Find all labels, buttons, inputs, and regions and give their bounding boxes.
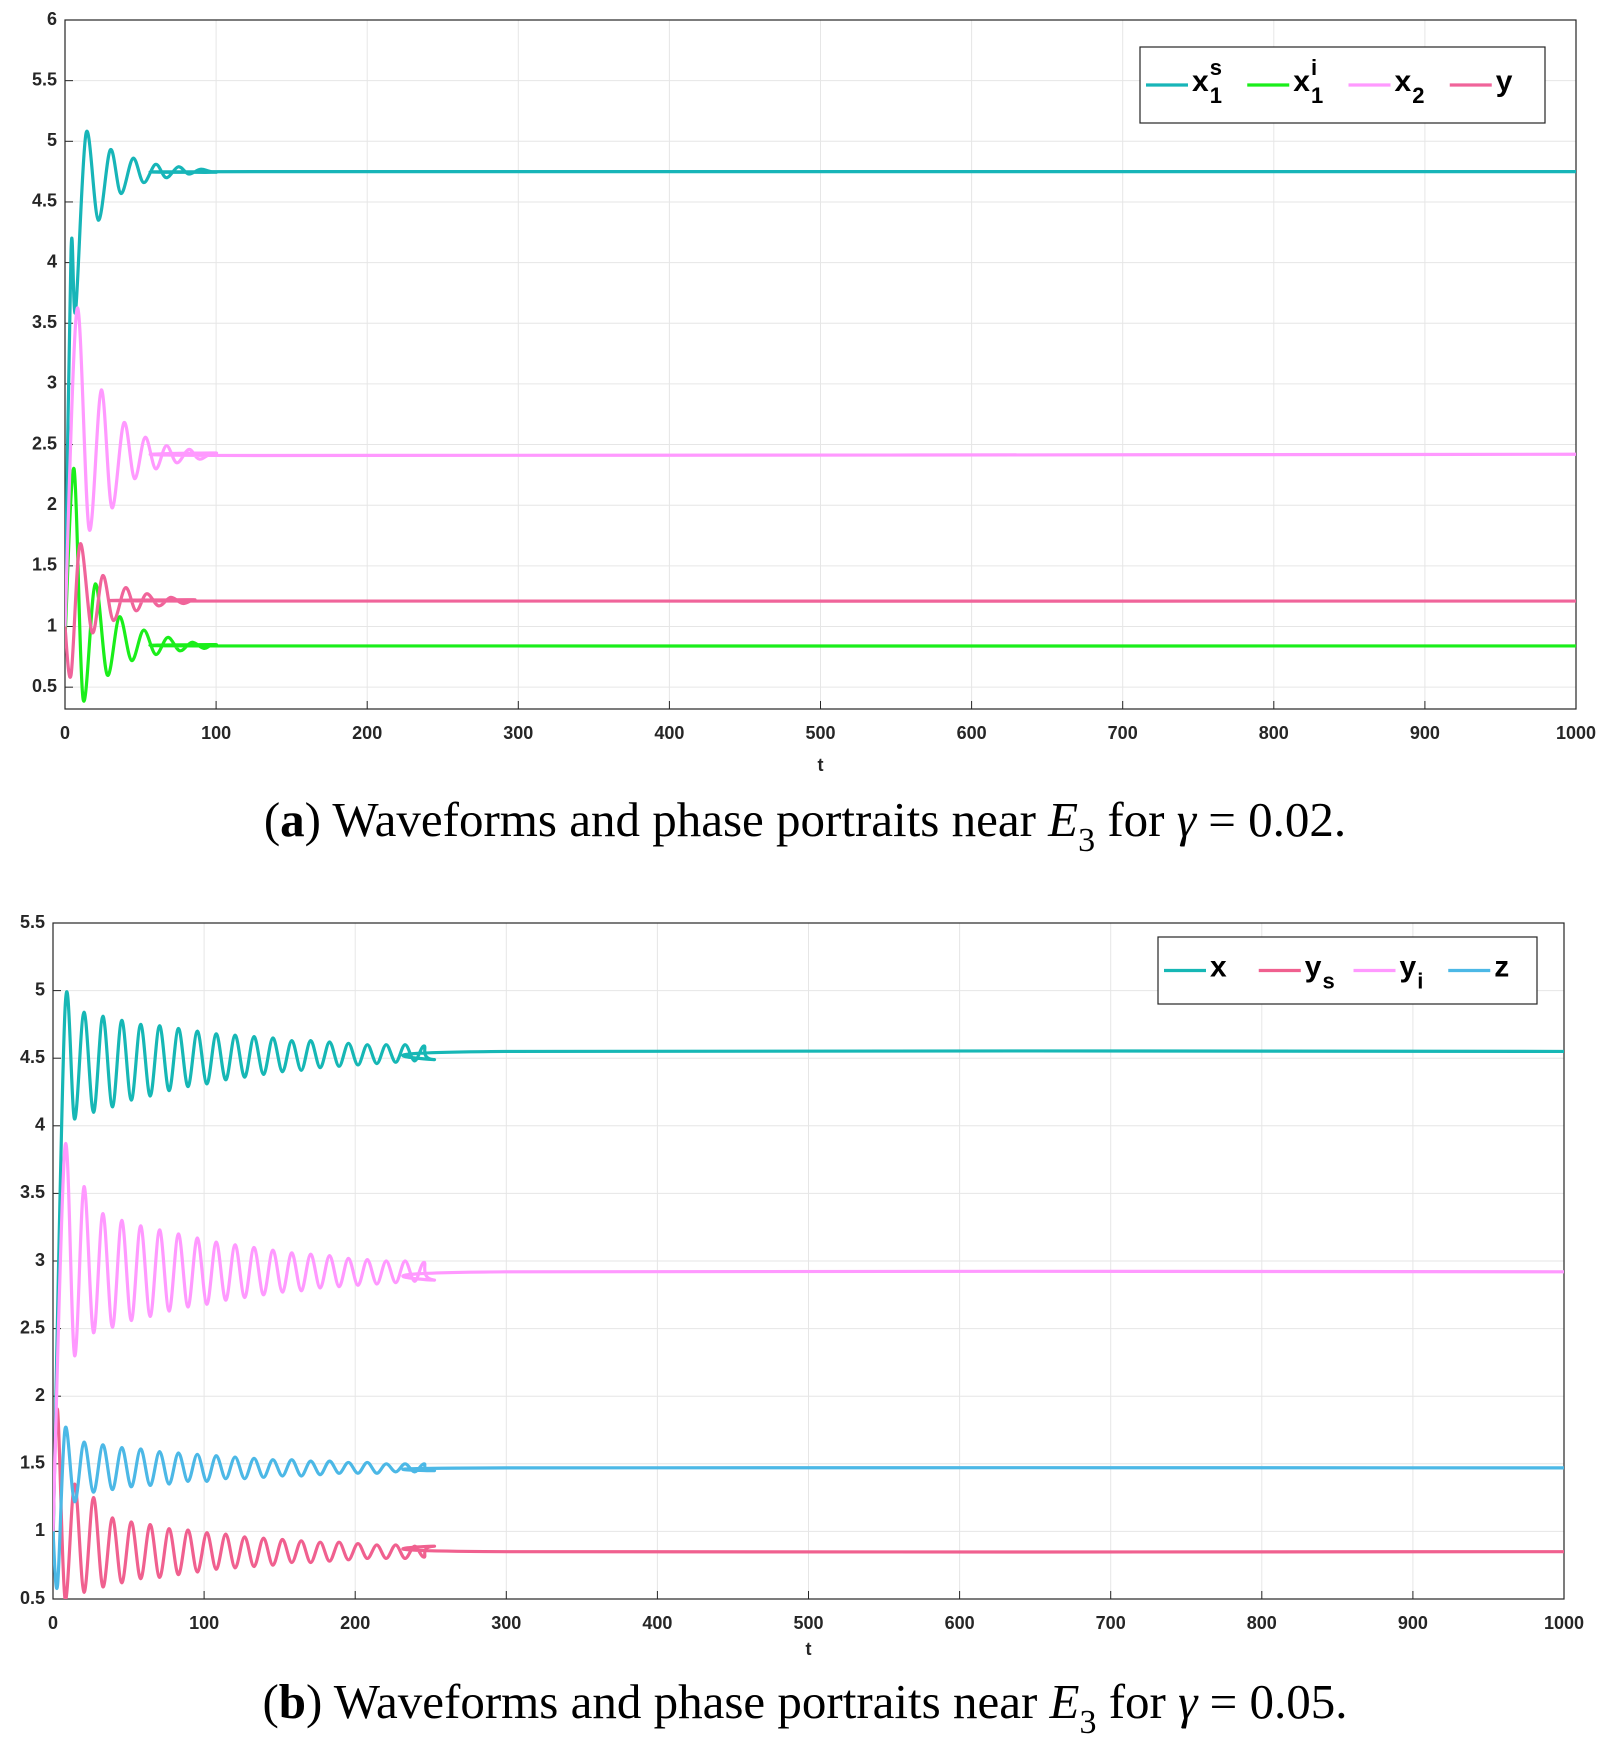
x-tick-label: 700 <box>1108 723 1138 743</box>
x-axis-label: t <box>818 755 824 775</box>
data-line <box>53 1425 1564 1590</box>
x-tick-label: 200 <box>352 723 382 743</box>
caption-part: E <box>1047 792 1078 847</box>
y-tick-label: 5.5 <box>32 69 57 89</box>
y-tick-label: 2 <box>35 1385 45 1405</box>
caption-part: for <box>1096 1674 1178 1729</box>
caption-part: γ <box>1177 792 1198 847</box>
caption-part: a <box>280 792 305 847</box>
plot-frame <box>52 922 1565 1600</box>
data-line <box>53 1141 1564 1532</box>
y-tick-label: 1 <box>47 615 57 635</box>
x-tick-label: 500 <box>793 1613 823 1633</box>
legend-label-sub: s <box>1322 968 1334 993</box>
caption-part: 3 <box>1079 1704 1096 1741</box>
x-tick-label: 300 <box>503 723 533 743</box>
caption-part: b <box>279 1674 306 1729</box>
legend-label: z <box>1494 950 1509 983</box>
x-tick-label: 300 <box>491 1613 521 1633</box>
x-tick-label: 0 <box>60 723 70 743</box>
x-tick-label: 1000 <box>1556 723 1596 743</box>
legend-label-sup: i <box>1311 55 1317 80</box>
x-tick-label: 900 <box>1398 1613 1428 1633</box>
data-line <box>53 990 1564 1545</box>
y-tick-label: 2.5 <box>20 1317 45 1337</box>
caption-part: ( <box>262 1674 278 1729</box>
caption-part: 3 <box>1078 822 1095 859</box>
y-tick-label: 3.5 <box>20 1182 45 1202</box>
caption-part: = 0.02. <box>1196 792 1346 847</box>
y-tick-label: 4.5 <box>32 191 57 211</box>
legend-label-sub: i <box>1417 968 1423 993</box>
x-tick-label: 100 <box>201 723 231 743</box>
y-tick-label: 5 <box>35 979 45 999</box>
x-tick-label: 600 <box>957 723 987 743</box>
x-tick-label: 200 <box>340 1613 370 1633</box>
data-line <box>65 306 1576 627</box>
legend-label-sub: 1 <box>1210 83 1222 108</box>
caption-part: ) Waveforms and phase portraits near <box>306 1674 1050 1729</box>
x-tick-label: 500 <box>805 723 835 743</box>
caption: (a) Waveforms and phase portraits near E… <box>264 792 1346 859</box>
legend-label: y <box>1400 950 1417 983</box>
y-tick-label: 4.5 <box>20 1047 45 1067</box>
legend-label-sub: 2 <box>1412 83 1424 108</box>
y-tick-label: 5 <box>47 130 57 150</box>
y-tick-label: 3 <box>35 1250 45 1270</box>
plot-area <box>53 990 1564 1599</box>
x-tick-label: 800 <box>1247 1613 1277 1633</box>
y-tick-label: 2.5 <box>32 433 57 453</box>
y-tick-label: 5.5 <box>20 912 45 932</box>
legend-label: x <box>1395 65 1412 98</box>
x-tick-label: 700 <box>1096 1613 1126 1633</box>
y-tick-label: 1 <box>35 1520 45 1540</box>
x-tick-label: 800 <box>1259 723 1289 743</box>
x-tick-label: 0 <box>48 1613 58 1633</box>
x-tick-label: 400 <box>642 1613 672 1633</box>
caption-part: for <box>1095 792 1177 847</box>
y-tick-label: 6 <box>47 9 57 29</box>
y-tick-label: 4 <box>35 1115 45 1135</box>
y-tick-label: 1.5 <box>32 555 57 575</box>
plot-area <box>65 129 1576 703</box>
caption: (b) Waveforms and phase portraits near E… <box>262 1674 1347 1741</box>
x-tick-label: 900 <box>1410 723 1440 743</box>
x-tick-label: 400 <box>654 723 684 743</box>
legend-label: x <box>1192 65 1209 98</box>
caption-part: E <box>1049 1674 1080 1729</box>
legend-label: x <box>1210 950 1227 983</box>
y-tick-label: 1.5 <box>20 1453 45 1473</box>
y-tick-label: 0.5 <box>32 676 57 696</box>
data-line <box>65 542 1576 679</box>
legend-label: y <box>1496 65 1513 98</box>
y-tick-label: 2 <box>47 494 57 514</box>
legend-label-sub: 1 <box>1311 83 1323 108</box>
caption-part: γ <box>1178 1674 1199 1729</box>
x-axis-label: t <box>806 1639 812 1659</box>
x-tick-label: 600 <box>945 1613 975 1633</box>
y-tick-label: 4 <box>47 251 57 271</box>
y-tick-label: 3 <box>47 373 57 393</box>
plot-frame <box>64 19 1577 710</box>
y-tick-label: 3.5 <box>32 312 57 332</box>
x-tick-label: 100 <box>189 1613 219 1633</box>
legend-label-sup: s <box>1210 55 1222 80</box>
x-tick-label: 1000 <box>1544 1613 1584 1633</box>
caption-part: = 0.05. <box>1197 1674 1347 1729</box>
y-tick-label: 0.5 <box>20 1588 45 1608</box>
data-line <box>53 1407 1564 1599</box>
caption-part: ( <box>264 792 280 847</box>
legend-label: x <box>1293 65 1310 98</box>
legend-label: y <box>1305 950 1322 983</box>
caption-part: ) Waveforms and phase portraits near <box>305 792 1049 847</box>
data-line <box>65 467 1576 703</box>
